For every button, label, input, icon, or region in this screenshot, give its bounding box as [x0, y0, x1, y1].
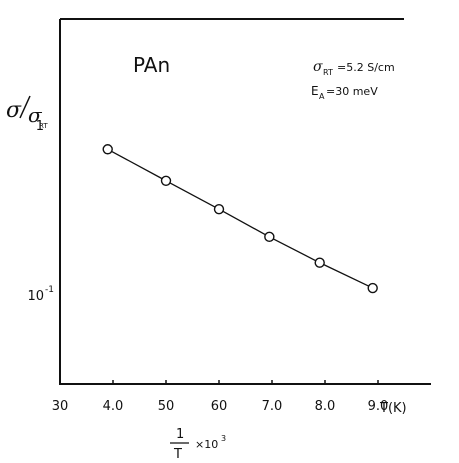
data-point — [213, 203, 225, 215]
data-point — [264, 231, 275, 243]
y-axis-label-numerator: σ — [6, 98, 22, 123]
x-axis-label-multiplier: ×10 — [195, 438, 218, 451]
x-axis-label-numerator: 1 — [176, 427, 184, 442]
chart-title: PAn — [133, 53, 170, 77]
axis-ticks: 30 4.0 50 60 7.0 8.0 9.0 1 10 -1 — [27, 119, 388, 414]
x-tick-label: 30 — [52, 399, 69, 414]
data-point — [367, 282, 378, 294]
x-tick-label: 50 — [158, 399, 175, 414]
series-layer — [102, 144, 378, 294]
series-line-segment — [169, 182, 216, 208]
data-point — [102, 144, 113, 155]
annotation-sigma-rt-symbol: σ — [313, 59, 323, 75]
y-axis-label: σ σ RT — [6, 95, 48, 130]
series-line-segment — [111, 150, 163, 180]
series-line-segment — [222, 210, 266, 236]
series-line-segment — [323, 264, 369, 287]
annotation-sigma-rt-value: =5.2 S/cm — [337, 61, 395, 74]
x-tick-label: 9.0 — [368, 399, 389, 414]
x-tick-label: 7.0 — [262, 399, 283, 414]
data-point — [160, 175, 172, 186]
annotation-ea-subscript: A — [319, 92, 325, 101]
x-axis-label-denominator: T — [173, 447, 182, 462]
data-point — [314, 257, 325, 268]
y-axis-label-slash — [19, 95, 31, 119]
y-tick-label: 10 — [27, 289, 44, 304]
x-tick-label: 60 — [211, 399, 228, 414]
series-line-segment — [273, 238, 316, 262]
y-axis-label-denominator: σ — [28, 103, 43, 127]
y-tick-exponent: -1 — [45, 285, 54, 295]
y-axis-label-subscript: RT — [39, 122, 48, 130]
annotation-sigma-rt: σ RT =5.2 S/cm — [313, 59, 395, 77]
annotation-ea-value: =30 meV — [326, 85, 378, 98]
y-tick-label: 1 — [36, 119, 44, 134]
x-axis-unit-label: T(K) — [379, 401, 407, 416]
x-tick-label: 4.0 — [103, 399, 124, 414]
annotation-activation-energy: E A =30 meV — [311, 84, 378, 101]
x-axis-label-exponent: 3 — [221, 434, 226, 443]
x-axis-label: 1 T ×10 3 — [170, 427, 226, 462]
annotation-ea-symbol: E — [311, 84, 319, 98]
annotation-sigma-rt-subscript: RT — [323, 68, 333, 77]
x-tick-label: 8.0 — [315, 399, 336, 414]
